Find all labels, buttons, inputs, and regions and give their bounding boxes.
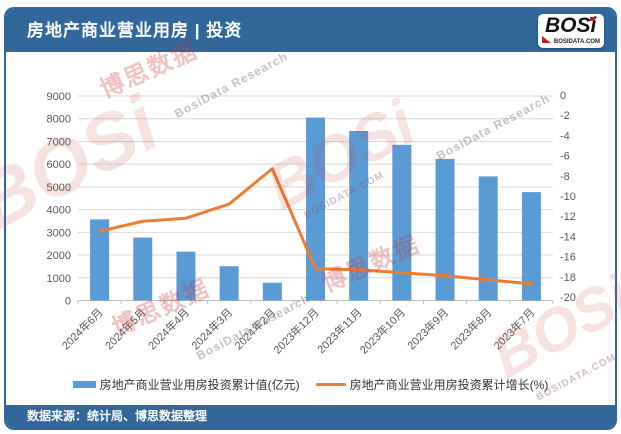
card-frame: 房地产商业营业用房 | 投资 BOSi BOSIDATA.COM 数据来源：统计… (4, 7, 617, 430)
chart-legend: 房地产商业营业用房投资累计值(亿元) 房地产商业营业用房投资累计增长(%) (0, 376, 621, 393)
header-bar: 房地产商业营业用房 | 投资 BOSi BOSIDATA.COM (6, 9, 615, 52)
bosi-logo-text: BOSi (545, 14, 597, 37)
legend-line-label: 房地产商业营业用房投资累计增长(%) (349, 378, 549, 392)
data-source-text: 数据来源：统计局、博思数据整理 (27, 409, 208, 423)
page-title: 房地产商业营业用房 | 投资 (27, 21, 243, 40)
bosi-logo: BOSi BOSIDATA.COM (538, 14, 604, 48)
legend-item-bars: 房地产商业营业用房投资累计值(亿元) (72, 376, 300, 393)
legend-line-swatch-icon (315, 383, 346, 386)
legend-bar-label: 房地产商业营业用房投资累计值(亿元) (99, 378, 300, 392)
legend-bar-swatch-icon (72, 381, 96, 388)
bosi-logo-domain: BOSIDATA.COM (553, 39, 600, 45)
legend-item-line: 房地产商业营业用房投资累计增长(%) (315, 376, 549, 393)
bosi-logo-triangle-icon (542, 36, 551, 43)
footer-bar: 数据来源：统计局、博思数据整理 (6, 405, 615, 428)
bosi-logo-dot-icon (590, 17, 595, 21)
